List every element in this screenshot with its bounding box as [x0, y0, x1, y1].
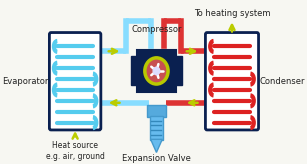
FancyBboxPatch shape — [131, 56, 138, 85]
Polygon shape — [151, 139, 162, 152]
FancyBboxPatch shape — [147, 105, 166, 117]
Text: Evaporator: Evaporator — [2, 77, 49, 86]
Text: Expansion Valve: Expansion Valve — [122, 154, 191, 163]
Text: Condenser: Condenser — [259, 77, 305, 86]
Text: To heating system: To heating system — [194, 9, 270, 18]
FancyBboxPatch shape — [49, 32, 101, 130]
FancyBboxPatch shape — [150, 116, 163, 140]
FancyBboxPatch shape — [137, 50, 177, 92]
Circle shape — [145, 58, 168, 84]
Text: Heat source
e.g. air, ground: Heat source e.g. air, ground — [46, 141, 105, 161]
Circle shape — [153, 67, 160, 75]
FancyBboxPatch shape — [205, 32, 258, 130]
Text: Compressor: Compressor — [131, 25, 182, 34]
FancyBboxPatch shape — [175, 56, 182, 85]
